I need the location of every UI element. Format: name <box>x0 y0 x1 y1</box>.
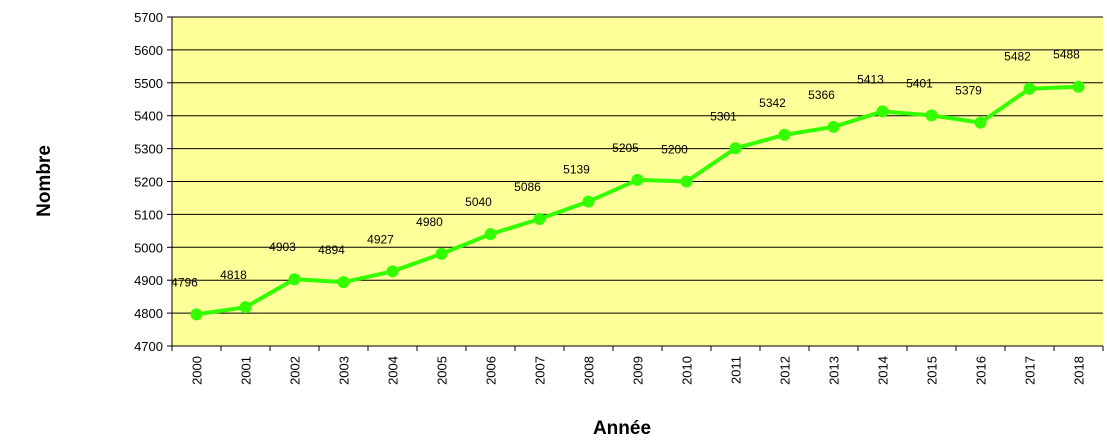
value-label: 5401 <box>906 76 933 90</box>
y-tick-label: 4900 <box>134 273 163 288</box>
value-label: 5205 <box>612 141 639 155</box>
y-tick-label: 5200 <box>134 175 163 190</box>
marker <box>827 120 840 133</box>
marker <box>778 128 791 141</box>
x-tick-label: 2016 <box>974 356 989 385</box>
value-label: 4980 <box>416 215 443 229</box>
y-tick-label: 5700 <box>134 10 163 25</box>
x-tick-label: 2014 <box>876 356 891 385</box>
value-label: 5040 <box>465 195 492 209</box>
x-tick-label: 2015 <box>925 356 940 385</box>
x-tick-label: 2012 <box>778 356 793 385</box>
x-axis-label: Année <box>593 418 651 439</box>
y-tick-label: 4800 <box>134 306 163 321</box>
x-tick-label: 2017 <box>1023 356 1038 385</box>
x-tick-label: 2000 <box>190 356 205 385</box>
marker <box>533 213 546 226</box>
marker <box>729 142 742 155</box>
marker <box>925 109 938 122</box>
marker <box>239 301 252 314</box>
y-tick-label: 5100 <box>134 207 163 222</box>
value-label: 4894 <box>318 243 345 257</box>
marker <box>1072 80 1085 93</box>
y-tick-label: 5300 <box>134 142 163 157</box>
value-label: 5366 <box>808 88 835 102</box>
marker <box>582 195 595 208</box>
x-tick-label: 2003 <box>337 356 352 385</box>
value-label: 4903 <box>269 240 296 254</box>
marker <box>876 105 889 118</box>
marker <box>484 228 497 241</box>
x-tick-label: 2001 <box>239 356 254 385</box>
marker <box>386 265 399 278</box>
value-label: 5342 <box>759 96 786 110</box>
marker <box>974 116 987 129</box>
marker <box>337 276 350 289</box>
x-tick-label: 2007 <box>533 356 548 385</box>
x-tick-label: 2010 <box>680 356 695 385</box>
x-tick-label: 2018 <box>1072 356 1087 385</box>
value-label: 4796 <box>171 275 198 289</box>
x-tick-label: 2008 <box>582 356 597 385</box>
x-tick-label: 2002 <box>288 356 303 385</box>
marker <box>680 175 693 188</box>
x-tick-label: 2004 <box>386 356 401 385</box>
x-tick-label: 2006 <box>484 356 499 385</box>
y-tick-label: 5600 <box>134 43 163 58</box>
value-label: 5488 <box>1053 48 1080 62</box>
y-tick-label: 5500 <box>134 76 163 91</box>
value-label: 4927 <box>367 232 394 246</box>
marker <box>288 273 301 286</box>
value-label: 5482 <box>1004 50 1031 64</box>
value-label: 5379 <box>955 84 982 98</box>
value-label: 4818 <box>220 268 247 282</box>
y-tick-label: 5400 <box>134 109 163 124</box>
marker <box>1023 82 1036 95</box>
value-label: 5139 <box>563 163 590 177</box>
x-tick-label: 2013 <box>827 356 842 385</box>
marker <box>631 173 644 186</box>
y-axis-label: Nombre <box>34 145 55 217</box>
marker <box>190 308 203 321</box>
marker <box>435 247 448 260</box>
y-tick-label: 5000 <box>134 240 163 255</box>
y-tick-label: 4700 <box>134 339 163 354</box>
x-tick-label: 2009 <box>631 356 646 385</box>
value-label: 5086 <box>514 180 541 194</box>
x-tick-label: 2005 <box>435 356 450 385</box>
value-label: 5301 <box>710 109 737 123</box>
value-label: 5200 <box>661 143 688 157</box>
value-label: 5413 <box>857 72 884 86</box>
x-tick-label: 2011 <box>729 356 744 384</box>
